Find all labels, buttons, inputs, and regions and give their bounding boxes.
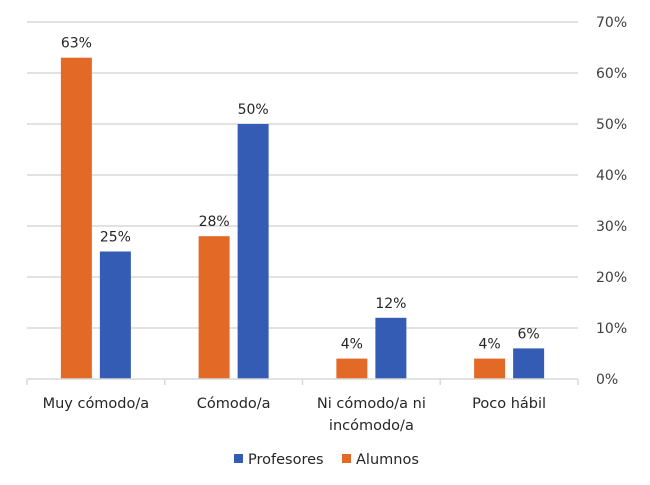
bar-alumnos [474,358,506,379]
y-tick-label: 0% [596,372,618,388]
x-category-label: Muy cómodo/a [43,396,150,412]
legend-item-alumnos: Alumnos [342,452,419,468]
bar-alumnos [60,57,92,379]
bar-profesores [99,251,131,379]
x-axis: Muy cómodo/a Cómodo/a Ni cómodo/a ni incómo… [26,378,579,434]
y-tick-label: 70% [596,15,627,31]
bar-group: 4% 6% [474,326,545,379]
data-label: 50% [238,102,269,118]
x-category-label: incómodo/a [329,418,414,434]
x-category-label: Cómodo/a [197,396,271,412]
bar-profesores [237,124,269,379]
data-label: 28% [199,214,230,230]
legend: Profesores Alumnos [234,452,419,468]
bar-alumnos [336,358,368,379]
x-category-label: Poco hábil [472,396,546,412]
bar-alumnos [198,236,230,379]
bar-group: 4% 12% [336,296,406,379]
x-category-label: Ni cómodo/a ni [317,396,426,412]
data-label: 4% [341,337,363,353]
bar-profesores [375,317,407,379]
y-tick-label: 60% [596,66,627,82]
data-label: 63% [61,36,92,52]
y-tick-label: 50% [596,117,627,133]
bars: 63% 25% 28% 50% 4% 12% 4% 6% [61,36,545,379]
data-label: 12% [375,296,406,312]
y-axis-tick-labels: 0% 10% 20% 30% 40% 50% 60% 70% [596,15,627,388]
legend-item-profesores: Profesores [234,452,324,468]
data-label: 25% [100,230,131,246]
y-tick-label: 10% [596,321,627,337]
legend-swatch-icon [342,454,351,463]
legend-label: Profesores [248,452,324,468]
legend-swatch-icon [234,454,243,463]
data-label: 6% [518,326,540,342]
bar-group: 63% 25% [61,36,131,379]
legend-label: Alumnos [356,452,419,468]
bar-profesores [513,348,545,379]
y-tick-label: 40% [596,168,627,184]
bar-group: 28% 50% [199,102,269,379]
y-tick-label: 20% [596,270,627,286]
data-label: 4% [479,337,501,353]
y-tick-label: 30% [596,219,627,235]
